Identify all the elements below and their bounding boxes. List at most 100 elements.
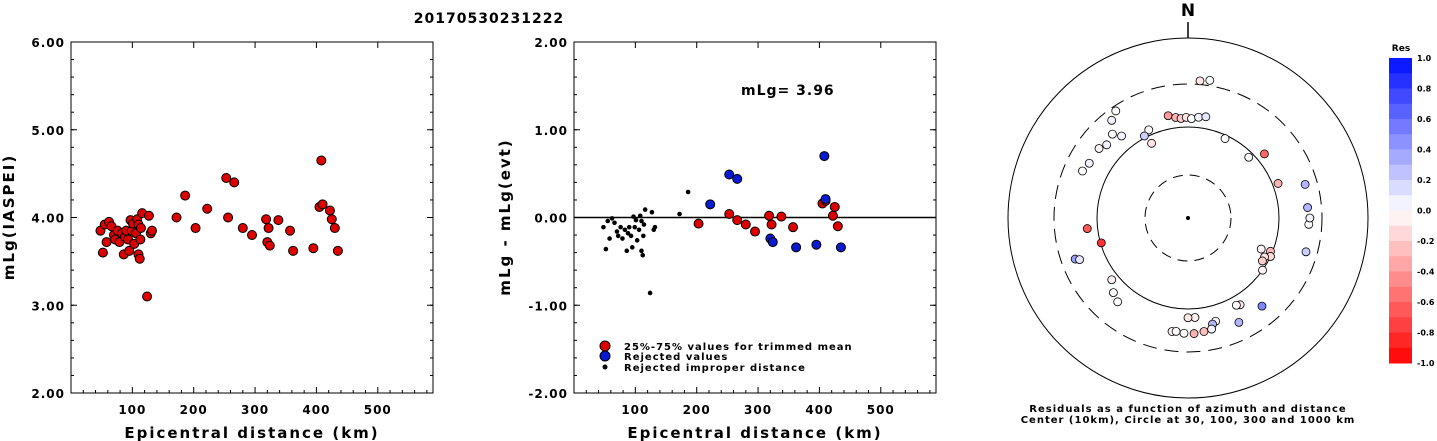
ring-100km	[1096, 126, 1280, 310]
legend-label-trimmed-mean: 25%-75% values for trimmed mean	[624, 342, 853, 353]
polar-station-point	[1220, 134, 1230, 143]
improper-distance-point	[620, 236, 625, 241]
polar-center-dot	[1186, 216, 1190, 220]
improper-distance-point	[607, 236, 612, 241]
improper-distance-point	[640, 252, 646, 258]
colorbar-tick-label: -0.8	[1417, 329, 1435, 338]
magnitude-x-tick-label: 200	[180, 403, 208, 417]
improper-distance-point	[628, 233, 634, 239]
polar-caption-line-2: Center (10km), Circle at 30, 100, 300 an…	[1021, 415, 1356, 426]
magnitude-x-tick-label: 500	[364, 403, 392, 417]
improper-distance-point	[612, 220, 617, 226]
residual-y-tick-label: 2.00	[534, 36, 568, 50]
residual-y-tick-label: -1.00	[528, 299, 568, 313]
improper-distance-point	[641, 233, 646, 239]
legend-marker-improper-distance	[602, 364, 608, 370]
improper-distance-point	[652, 224, 658, 230]
north-label: N	[1181, 1, 1195, 21]
legend-marker-trimmed-mean	[599, 340, 611, 352]
magnitude-data-point	[97, 247, 108, 258]
colorbar-cell	[1389, 73, 1412, 89]
polar-station-point	[1187, 114, 1196, 124]
colorbar-cell	[1389, 302, 1412, 318]
colorbar-cell	[1389, 241, 1412, 257]
rejected-point	[791, 242, 802, 253]
legend-label-improper-distance: Rejected improper distance	[624, 363, 806, 374]
improper-distance-point	[605, 218, 611, 224]
polar-station-point	[1094, 144, 1104, 153]
colorbar-tick-label: 0.8	[1417, 85, 1432, 94]
colorbar-title: Res	[1392, 44, 1410, 54]
improper-distance-point	[625, 230, 631, 236]
residual-panel: 100 200 300 400 500 -2.00 -1.00 0.00 1.00 2.00 mL…	[496, 36, 937, 441]
magnitude-x-tick-label: 100	[118, 403, 146, 417]
polar-station-point	[1102, 140, 1112, 150]
magnitude-data-point	[180, 190, 191, 201]
polar-station-point	[1108, 129, 1117, 139]
magnitude-data-point	[288, 245, 299, 256]
ring-30km	[1144, 174, 1232, 262]
polar-station-point	[1244, 152, 1254, 162]
magnitude-data-point	[202, 203, 213, 214]
colorbar-cell	[1389, 317, 1412, 333]
trimmed-mean-point	[693, 218, 704, 229]
magnitude-data-point	[221, 173, 232, 184]
polar-station-point	[1195, 76, 1205, 86]
trimmed-mean-point	[740, 219, 751, 230]
improper-distance-point	[634, 238, 640, 243]
trimmed-mean-point	[766, 219, 777, 230]
polar-station-point	[1144, 125, 1154, 135]
improper-distance-point	[639, 248, 644, 254]
polar-station-point	[1117, 131, 1126, 141]
colorbar-cell	[1389, 195, 1412, 211]
improper-distance-point	[622, 227, 628, 233]
magnitude-x-axis-label: Epicentral distance (km)	[124, 424, 379, 441]
magnitude-data-point	[263, 223, 274, 234]
figure-title: 20170530231222	[414, 11, 564, 27]
improper-distance-point	[629, 245, 635, 250]
colorbar-tick-label: 0.0	[1417, 207, 1432, 216]
polar-station-point	[1139, 131, 1149, 141]
legend-marker-rejected	[599, 350, 611, 362]
polar-station-point	[1194, 112, 1203, 122]
colorbar-cell	[1389, 134, 1412, 150]
colorbar-cell	[1389, 88, 1412, 105]
polar-station-point	[1199, 327, 1209, 336]
magnitude-data-point	[332, 245, 343, 256]
colorbar-cell	[1389, 180, 1412, 196]
magnitude-data-point	[134, 253, 145, 264]
improper-distance-point	[642, 207, 648, 212]
trimmed-mean-point	[732, 215, 743, 226]
trimmed-mean-point	[776, 211, 787, 222]
colorbar-cell	[1389, 103, 1412, 120]
rejected-point	[705, 199, 716, 210]
magnitude-y-tick-label: 2.00	[31, 387, 65, 401]
magnitude-x-tick-label: 400	[302, 403, 330, 417]
polar-station-point	[1183, 313, 1193, 323]
improper-distance-point	[633, 217, 639, 223]
improper-distance-point	[649, 209, 655, 215]
rejected-point	[732, 173, 743, 184]
residual-y-tick-label: 0.00	[534, 212, 568, 226]
improper-distance-point	[641, 222, 647, 227]
trimmed-mean-point	[788, 222, 799, 233]
polar-station-point	[1108, 288, 1118, 298]
improper-distance-point	[685, 189, 691, 195]
polar-station-point	[1163, 111, 1173, 121]
residual-colorbar: Res 1.0 0.8 0.6 0.4 0.2 0.0 -0.2 -0.4 -0.6 -0.8 -1…	[1389, 44, 1435, 368]
colorbar-cell	[1389, 119, 1412, 135]
polar-caption-line-1: Residuals as a function of azimuth and d…	[1029, 404, 1346, 415]
rejected-point	[819, 151, 830, 162]
residual-x-axis-label: Epicentral distance (km)	[627, 424, 882, 441]
trimmed-mean-point	[832, 221, 843, 232]
improper-distance-point	[639, 218, 644, 224]
magnitude-data-point	[316, 155, 327, 166]
polar-station-point	[1300, 180, 1310, 189]
colorbar-tick-label: 0.2	[1417, 176, 1431, 185]
improper-distance-point	[677, 211, 682, 217]
polar-station-point	[1082, 224, 1092, 233]
magnitude-data-point	[190, 223, 201, 234]
magnitude-axes: 100 200 300 400 500 2.00 3.00 4.00 5.00 6.00	[31, 36, 433, 417]
residual-axes: 100 200 300 400 500 -2.00 -1.00 0.00 1.00 2.00	[528, 36, 936, 417]
